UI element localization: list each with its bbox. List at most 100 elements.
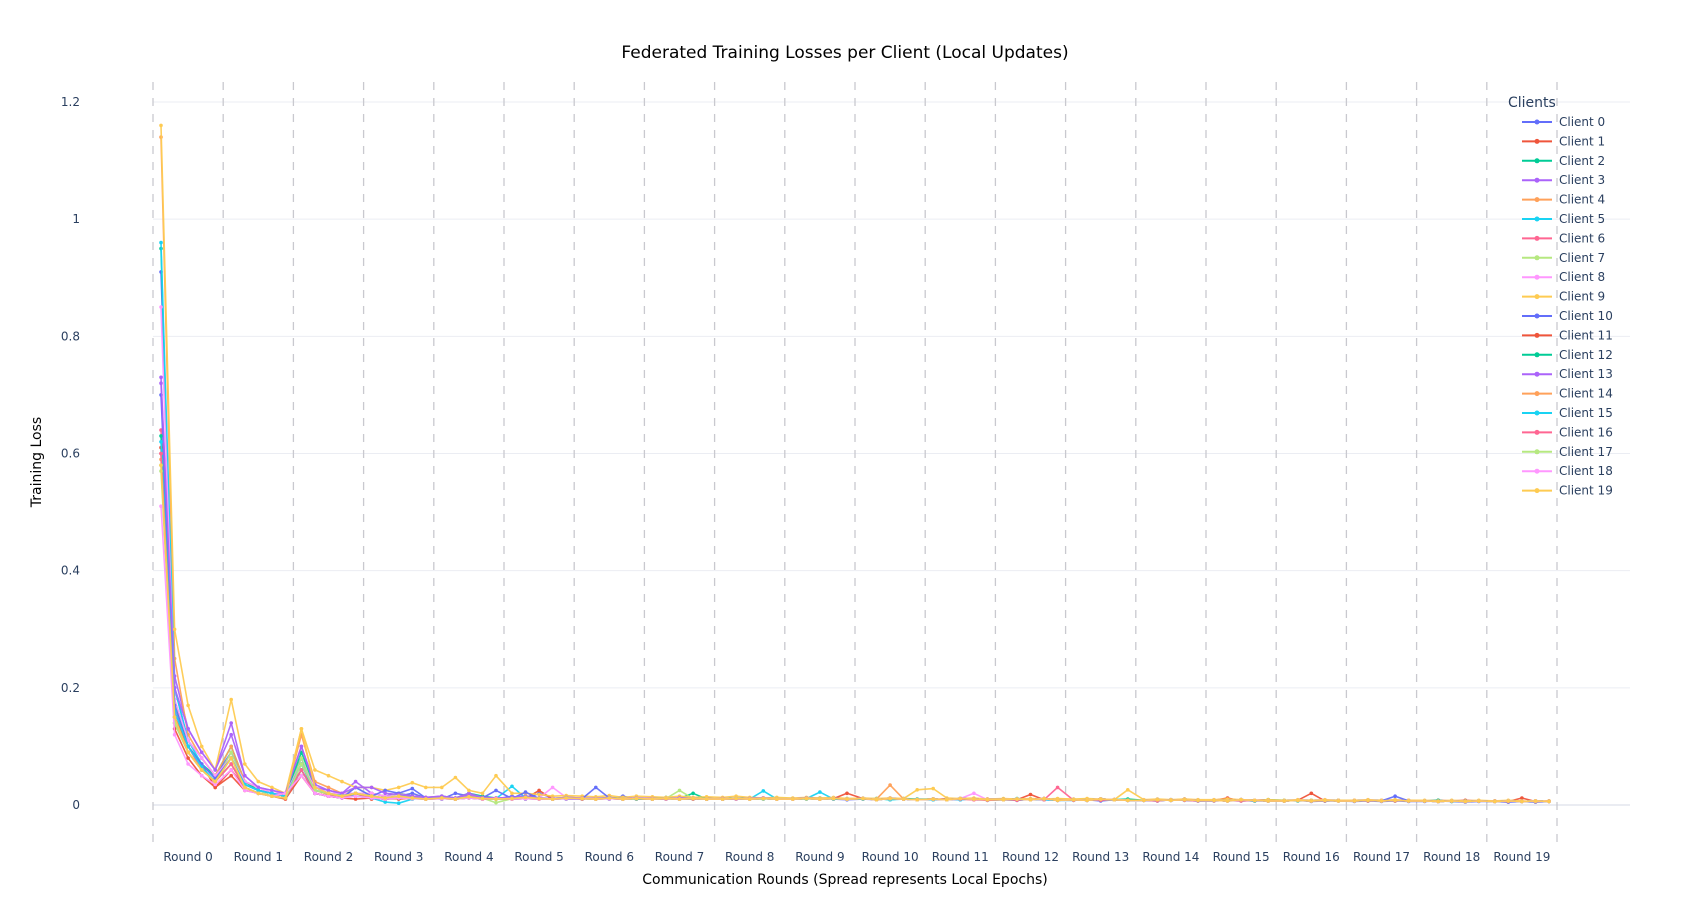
data-point xyxy=(243,785,247,790)
x-tick-label: Round 2 xyxy=(304,850,353,864)
data-point xyxy=(283,796,288,800)
data-point xyxy=(1112,797,1117,802)
data-point xyxy=(326,773,331,778)
data-point xyxy=(1463,799,1468,804)
data-point xyxy=(410,796,415,800)
data-point xyxy=(213,779,217,784)
data-point xyxy=(494,797,498,801)
data-point xyxy=(467,788,471,793)
data-point xyxy=(353,797,358,801)
x-tick-label: Round 4 xyxy=(444,850,493,864)
data-point xyxy=(424,797,428,801)
data-point xyxy=(383,800,388,804)
data-point xyxy=(410,786,415,791)
data-point xyxy=(677,797,682,801)
data-point xyxy=(1071,797,1076,802)
legend-marker xyxy=(1534,255,1540,261)
data-point xyxy=(845,791,849,796)
data-point xyxy=(1042,796,1046,801)
data-point xyxy=(691,791,695,796)
y-axis-title: Training Loss xyxy=(29,417,45,508)
data-point xyxy=(915,788,919,792)
data-point xyxy=(1493,799,1497,804)
data-point xyxy=(664,796,668,801)
data-point xyxy=(1422,799,1427,803)
data-point xyxy=(564,796,568,800)
data-point xyxy=(480,791,485,796)
data-point xyxy=(369,785,374,790)
data-point xyxy=(159,463,163,468)
data-point xyxy=(1266,799,1270,803)
legend-label: Client 13 xyxy=(1559,367,1613,381)
legend-marker xyxy=(1534,449,1540,455)
data-point xyxy=(299,756,304,760)
data-point xyxy=(550,785,555,790)
data-point xyxy=(510,796,514,801)
x-tick-label: Round 10 xyxy=(862,850,919,864)
legend-label: Client 12 xyxy=(1559,348,1613,362)
data-point xyxy=(270,791,274,796)
x-tick-label: Round 6 xyxy=(585,850,634,864)
data-point xyxy=(594,785,598,790)
legend-title: Clients xyxy=(1508,95,1556,111)
data-point xyxy=(791,797,795,801)
legend-label: Client 11 xyxy=(1559,328,1613,342)
legend-marker xyxy=(1534,274,1540,280)
x-tick-label: Round 12 xyxy=(1002,850,1059,864)
data-point xyxy=(186,703,190,708)
data-point xyxy=(510,791,514,796)
data-point xyxy=(775,797,779,801)
data-point xyxy=(494,788,498,793)
legend-label: Client 14 xyxy=(1559,387,1613,401)
data-point xyxy=(270,785,274,790)
data-point xyxy=(159,123,163,128)
data-point xyxy=(467,795,471,799)
data-point xyxy=(972,797,976,801)
data-point xyxy=(424,785,428,790)
data-point xyxy=(229,750,233,755)
data-point xyxy=(326,791,331,796)
data-point xyxy=(931,786,935,791)
data-point xyxy=(410,791,415,796)
data-point xyxy=(915,797,919,802)
legend-label: Client 16 xyxy=(1559,425,1613,439)
y-axis: 0 0.2 0.4 0.6 0.8 1 1.2 xyxy=(61,95,80,812)
data-point xyxy=(326,794,331,798)
legend-marker xyxy=(1534,235,1540,241)
data-point xyxy=(494,800,498,805)
data-point xyxy=(1028,797,1033,802)
data-point xyxy=(1001,797,1006,802)
data-point xyxy=(550,797,555,801)
legend-label: Client 6 xyxy=(1559,231,1605,245)
legend-label: Client 9 xyxy=(1559,290,1605,304)
data-point xyxy=(353,779,358,784)
data-point xyxy=(243,788,247,793)
data-point xyxy=(1309,799,1314,803)
legend-marker xyxy=(1534,294,1540,300)
data-point xyxy=(453,797,458,801)
data-point xyxy=(229,756,233,760)
data-point xyxy=(1296,798,1300,803)
data-point xyxy=(159,451,163,456)
data-point xyxy=(340,794,344,798)
data-point xyxy=(945,797,949,802)
data-point xyxy=(650,797,655,801)
data-point xyxy=(1196,798,1200,803)
data-point xyxy=(594,797,598,801)
x-tick-label: Round 7 xyxy=(655,850,704,864)
data-point xyxy=(410,780,415,785)
data-point xyxy=(704,797,709,801)
x-tick-label: Round 9 xyxy=(795,850,844,864)
data-point xyxy=(510,784,514,789)
data-point xyxy=(1520,796,1524,800)
data-point xyxy=(299,773,304,778)
data-point xyxy=(677,788,682,793)
data-point xyxy=(1323,798,1327,803)
data-point xyxy=(1015,797,1019,801)
data-point xyxy=(213,785,217,790)
data-point xyxy=(1282,799,1286,803)
legend-marker xyxy=(1534,158,1540,164)
